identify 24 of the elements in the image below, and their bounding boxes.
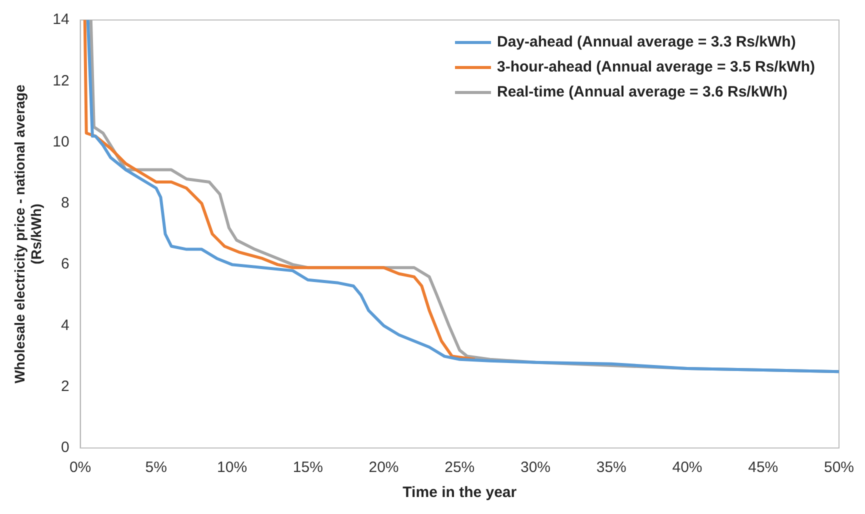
x-tick-label: 35% — [596, 459, 626, 476]
x-tick-label: 5% — [145, 459, 167, 476]
x-tick-label: 40% — [672, 459, 702, 476]
y-tick-label: 10 — [52, 133, 70, 150]
y-tick-label: 14 — [52, 11, 70, 28]
y-tick-label: 4 — [60, 316, 70, 334]
y-tick-label: 6 — [60, 256, 70, 273]
x-tick-label: 10% — [217, 459, 248, 476]
x-tick-label: 20% — [368, 459, 399, 476]
x-tick-label: 25% — [444, 459, 475, 476]
y-tick-label: 12 — [52, 72, 70, 90]
y-axis-title: Wholesale electricity price - national average (Rs/kWh) — [11, 84, 44, 384]
y-tick-label: 8 — [60, 194, 70, 212]
y-tick-label: 2 — [60, 378, 70, 395]
legend-label: 3-hour-ahead (Annual average = 3.5 Rs/kWh) — [496, 58, 815, 76]
legend-label: Real-time (Annual average = 3.6 Rs/kWh) — [496, 84, 788, 101]
x-tick-label: 50% — [824, 459, 854, 476]
x-tick-label: 15% — [292, 459, 323, 476]
x-tick-label: 45% — [748, 459, 778, 476]
x-axis-title: Time in the year — [402, 484, 517, 502]
y-tick-label: 0 — [60, 439, 70, 456]
x-tick-label: 0% — [69, 459, 92, 476]
legend-label: Day-ahead (Annual average = 3.3 Rs/kWh) — [496, 34, 796, 51]
x-tick-label: 30% — [520, 459, 551, 476]
